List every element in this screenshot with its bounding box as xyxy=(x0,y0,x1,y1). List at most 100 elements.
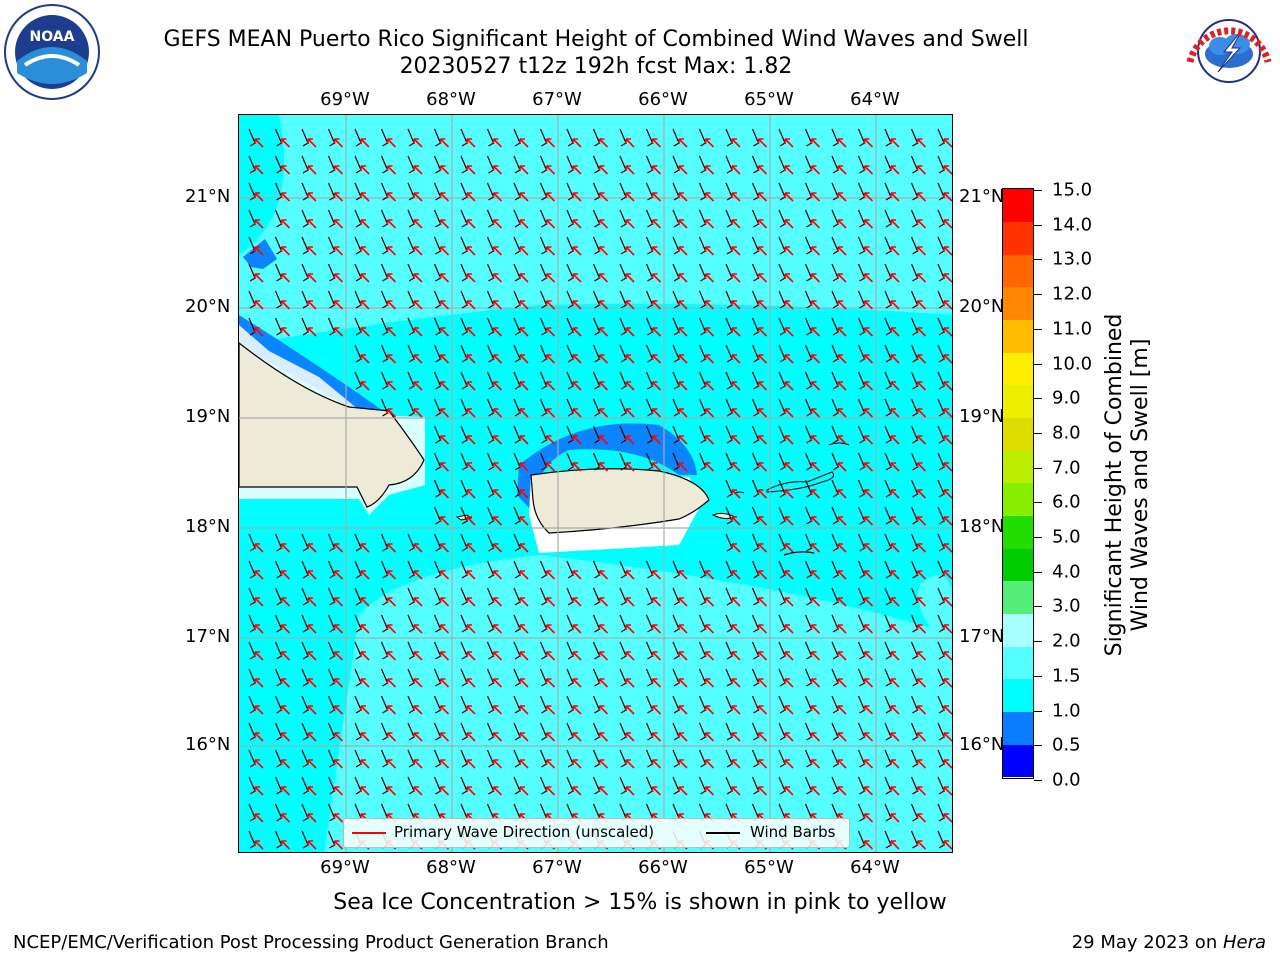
colorbar-tick-mark xyxy=(1034,537,1042,539)
wave-direction-arrow xyxy=(572,597,582,607)
wave-direction-arrow xyxy=(704,624,715,634)
wave-direction-arrow xyxy=(598,138,609,148)
wave-direction-arrow xyxy=(757,273,768,283)
wave-direction-arrow xyxy=(307,732,317,742)
wave-direction-arrow xyxy=(545,327,556,337)
wave-direction-arrow xyxy=(704,651,715,661)
wave-direction-arrow xyxy=(254,678,264,688)
wave-direction-arrow xyxy=(466,624,476,634)
wave-direction-arrow xyxy=(943,138,952,148)
wave-direction-arrow xyxy=(519,138,529,148)
wave-direction-arrow xyxy=(439,138,450,148)
wave-direction-arrow xyxy=(572,273,582,283)
anguilla-island xyxy=(828,442,850,446)
wave-direction-arrow xyxy=(386,651,397,661)
wave-direction-arrow xyxy=(678,435,688,445)
wave-direction-arrow xyxy=(413,219,423,229)
colorbar-segment xyxy=(1003,319,1033,353)
wave-direction-arrow xyxy=(333,624,344,634)
colorbar-segment xyxy=(1003,613,1033,647)
wave-height-map[interactable] xyxy=(238,114,953,853)
wave-direction-arrow xyxy=(704,138,715,148)
wave-direction-arrow xyxy=(810,354,821,364)
colorbar-tick-label: 15.0 xyxy=(1052,179,1093,201)
wave-direction-arrow xyxy=(333,192,344,202)
wave-direction-arrow xyxy=(572,381,582,391)
wave-direction-arrow xyxy=(625,435,635,445)
sea-patch-deep-nw xyxy=(243,239,277,269)
wave-direction-arrow xyxy=(943,489,952,499)
wave-direction-arrow xyxy=(254,597,264,607)
wave-direction-arrow xyxy=(916,165,927,175)
wave-direction-arrow xyxy=(466,246,476,256)
wave-direction-arrow xyxy=(625,273,635,283)
wave-direction-arrow xyxy=(439,300,450,310)
wave-direction-arrow xyxy=(757,489,768,499)
wave-direction-arrow xyxy=(757,678,768,688)
wave-direction-arrow xyxy=(731,786,741,796)
wave-direction-arrow xyxy=(916,408,927,418)
wave-direction-arrow xyxy=(333,273,344,283)
wave-direction-arrow xyxy=(704,678,715,688)
wave-direction-arrow xyxy=(890,192,900,202)
wave-direction-arrow xyxy=(704,381,715,391)
wave-direction-arrow xyxy=(890,705,900,715)
wave-direction-arrow xyxy=(307,570,317,580)
wave-direction-arrow xyxy=(360,705,370,715)
wave-direction-arrow xyxy=(837,165,847,175)
lat-label-right-20n: 20°N xyxy=(959,296,1005,317)
wave-direction-arrow xyxy=(784,516,794,526)
wave-direction-arrow xyxy=(545,759,556,769)
lon-label-bottom-69w: 69°W xyxy=(320,857,370,878)
wave-direction-arrow xyxy=(280,678,291,688)
wave-direction-arrow xyxy=(307,246,317,256)
wave-direction-arrow xyxy=(598,192,609,202)
lat-label-left-18n: 18°N xyxy=(185,516,231,537)
wave-direction-arrow xyxy=(890,219,900,229)
wave-direction-arrow xyxy=(757,381,768,391)
wave-direction-arrow xyxy=(837,354,847,364)
wave-direction-arrow xyxy=(519,786,529,796)
wave-direction-arrow xyxy=(333,327,344,337)
wave-direction-arrow xyxy=(386,192,397,202)
wave-direction-arrow xyxy=(916,786,927,796)
wave-direction-arrow xyxy=(280,543,291,553)
wave-direction-arrow xyxy=(439,165,450,175)
wave-direction-arrow xyxy=(890,246,900,256)
wave-direction-arrow xyxy=(413,165,423,175)
wave-direction-arrow xyxy=(386,300,397,310)
wave-direction-arrow xyxy=(731,759,741,769)
wave-direction-arrow xyxy=(651,273,662,283)
wave-direction-arrow xyxy=(519,489,529,499)
wave-direction-arrow xyxy=(598,462,609,472)
wave-direction-arrow xyxy=(466,138,476,148)
wave-direction-arrow xyxy=(413,246,423,256)
wave-direction-arrow xyxy=(837,300,847,310)
wave-direction-arrow xyxy=(863,705,874,715)
lon-label-bottom-66w: 66°W xyxy=(638,857,688,878)
wave-direction-arrow xyxy=(413,651,423,661)
wave-direction-arrow xyxy=(280,300,291,310)
wave-direction-arrow xyxy=(704,408,715,418)
wave-direction-arrow xyxy=(492,300,503,310)
wave-direction-arrow xyxy=(784,435,794,445)
wave-direction-arrow xyxy=(678,732,688,742)
wave-direction-arrow xyxy=(572,354,582,364)
wave-direction-arrow xyxy=(731,651,741,661)
wave-direction-arrow xyxy=(598,678,609,688)
wave-direction-arrow xyxy=(890,516,900,526)
wave-direction-arrow xyxy=(678,273,688,283)
wave-direction-arrow xyxy=(678,192,688,202)
wave-direction-arrow xyxy=(890,597,900,607)
wave-direction-arrow xyxy=(492,543,503,553)
wave-direction-arrow xyxy=(439,624,450,634)
wave-direction-arrow xyxy=(731,570,741,580)
wave-direction-arrow xyxy=(704,435,715,445)
wave-direction-arrow xyxy=(625,570,635,580)
wave-direction-arrow xyxy=(254,651,264,661)
wave-direction-arrow xyxy=(890,651,900,661)
wave-direction-arrow xyxy=(916,624,927,634)
wave-direction-arrow xyxy=(916,597,927,607)
sea-band-deep-pr xyxy=(517,423,697,513)
wave-direction-arrow xyxy=(545,678,556,688)
